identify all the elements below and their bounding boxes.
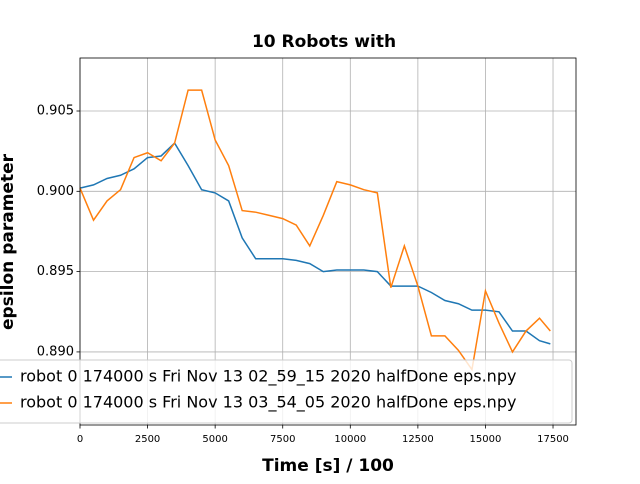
legend-label: robot 0 174000 s Fri Nov 13 03_54_05 202… — [20, 393, 516, 413]
y-tick-label: 0.890 — [37, 344, 74, 359]
x-tick-label: 2500 — [135, 434, 160, 445]
y-tick-label: 0.905 — [37, 104, 74, 119]
x-tick-label: 5000 — [202, 434, 227, 445]
y-axis-label: epsilon parameter — [0, 153, 18, 330]
x-tick-label: 7500 — [270, 434, 295, 445]
x-tick-label: 12500 — [402, 434, 434, 445]
chart-title: 10 Robots with — [252, 32, 396, 52]
x-tick-label: 0 — [77, 434, 83, 445]
x-tick-label: 17500 — [537, 434, 569, 445]
y-tick-label: 0.900 — [37, 184, 74, 199]
legend-box — [0, 359, 573, 424]
y-tick-label: 0.895 — [37, 264, 74, 279]
data-line — [79, 141, 551, 345]
x-tick-label: 10000 — [334, 434, 366, 445]
x-tick-label: 15000 — [470, 434, 502, 445]
plot-frame — [79, 57, 577, 426]
legend-label: robot 0 174000 s Fri Nov 13 02_59_15 202… — [20, 367, 516, 387]
x-axis-label: Time [s] / 100 — [262, 456, 394, 476]
data-line — [79, 89, 551, 372]
